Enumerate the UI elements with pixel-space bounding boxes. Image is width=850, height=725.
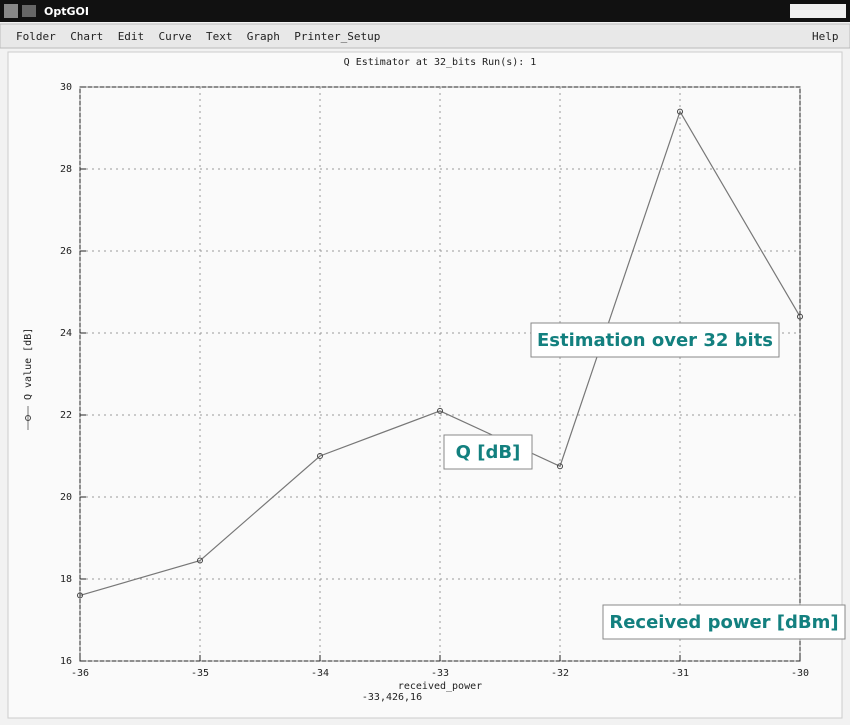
- menu-item[interactable]: Printer_Setup: [294, 30, 380, 43]
- menu-item[interactable]: Help: [812, 30, 839, 43]
- data-point: [317, 453, 323, 459]
- x-tick-label: -33: [431, 668, 449, 679]
- y-tick-label: 22: [60, 410, 72, 421]
- data-point: [197, 557, 203, 564]
- y-tick-label: 16: [60, 656, 72, 667]
- chart-title: Q Estimator at 32_bits Run(s): 1: [344, 57, 537, 68]
- y-tick-label: 28: [60, 164, 72, 175]
- x-tick-label: -32: [551, 668, 569, 679]
- annotation-box: [443, 434, 533, 470]
- window-title: OptGOI: [44, 5, 89, 18]
- data-point: [797, 313, 803, 320]
- x-tick-label: -31: [671, 668, 689, 679]
- data-line: [79, 110, 801, 596]
- menu-item[interactable]: Folder: [16, 30, 56, 43]
- cursor-readout: -33,426,16: [362, 692, 422, 703]
- menu-item[interactable]: Graph: [247, 30, 280, 43]
- title-bar: [0, 0, 850, 22]
- data-point: [557, 463, 563, 470]
- legend-marker: [25, 415, 31, 421]
- menu-bar: [0, 23, 850, 49]
- x-tick-label: -35: [191, 668, 209, 679]
- y-tick-label: 24: [60, 328, 72, 339]
- y-tick-label: 26: [60, 246, 72, 257]
- annotation-box: [602, 604, 846, 640]
- annotation: Q [dB]: [456, 442, 521, 463]
- data-point: [437, 407, 443, 414]
- menu-item[interactable]: Edit: [118, 30, 145, 43]
- annotation-box: [530, 322, 780, 358]
- x-axis-label: received_power: [398, 681, 482, 692]
- menu-item[interactable]: Text: [206, 30, 233, 43]
- data-point: [677, 108, 683, 115]
- legend: Q value [dB]: [23, 328, 34, 430]
- data-point: [77, 592, 83, 599]
- menu-item[interactable]: Chart: [70, 30, 103, 43]
- y-tick-label: 18: [60, 574, 72, 585]
- window-menu-button[interactable]: [22, 5, 36, 17]
- x-tick-label: -34: [311, 668, 329, 679]
- x-tick-label: -36: [71, 668, 89, 679]
- x-tick-label: -30: [791, 668, 809, 679]
- legend-label: Q value [dB]: [23, 328, 34, 400]
- annotation: Received power [dBm]: [609, 612, 838, 633]
- y-tick-label: 20: [60, 492, 72, 503]
- app-icon: [4, 4, 18, 18]
- menu-item[interactable]: Curve: [159, 30, 192, 43]
- window-controls[interactable]: [790, 4, 846, 18]
- annotation: Estimation over 32 bits: [537, 330, 773, 351]
- y-tick-label: 30: [60, 82, 72, 93]
